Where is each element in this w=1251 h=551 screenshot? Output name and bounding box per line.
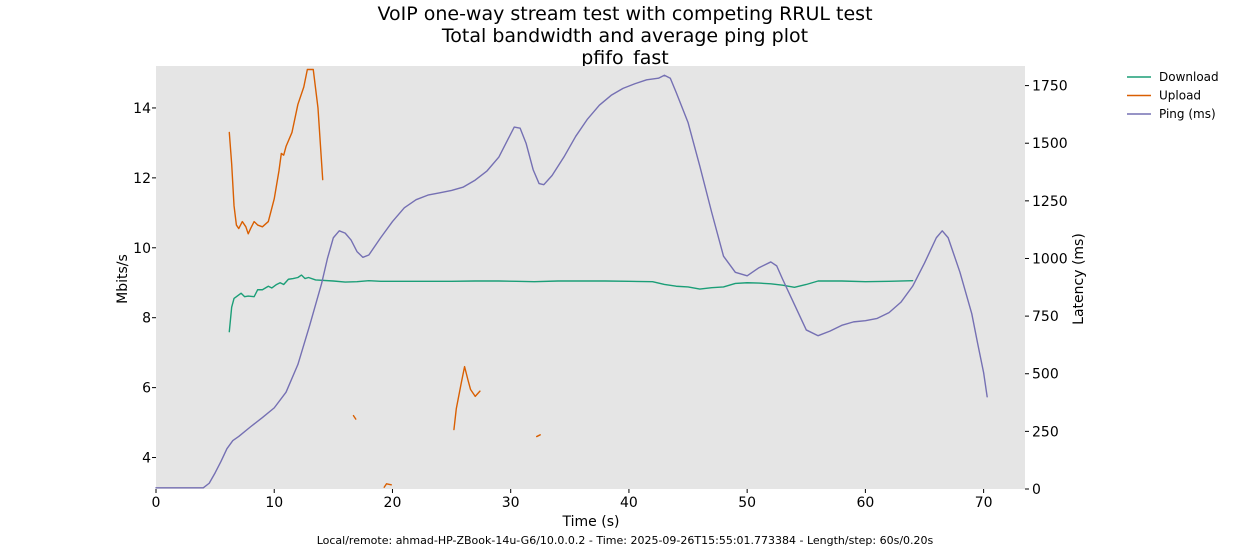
x-tick-label: 40 [620,495,638,511]
chart-title-line-2: Total bandwidth and average ping plot [441,25,808,47]
x-axis-label: Time (s) [562,514,620,530]
y-left-tick-label: 6 [142,381,151,397]
x-tick-label: 20 [384,495,402,511]
y-right-axis-ticks: 0 250 500 750 1000 1250 1500 1750 [1025,79,1068,498]
x-tick-label: 0 [152,495,161,511]
y-right-tick-label: 1750 [1032,79,1068,95]
x-tick-label: 30 [502,495,520,511]
y-right-tick-label: 1500 [1032,136,1068,152]
y-right-tick-label: 250 [1032,424,1059,440]
y-left-axis-ticks: 4 6 8 10 12 14 [133,101,156,467]
y-left-tick-label: 4 [142,451,151,467]
y-left-axis-label: Mbits/s [115,254,131,304]
x-tick-label: 60 [856,495,874,511]
y-right-tick-label: 1250 [1032,194,1068,210]
y-left-tick-label: 12 [133,171,151,187]
legend-label-upload: Upload [1159,89,1201,103]
legend-label-ping-ms: Ping (ms) [1159,107,1216,121]
y-left-tick-label: 8 [142,311,151,327]
y-left-tick-label: 14 [133,101,151,117]
upload-series-line [228,68,324,235]
y-right-axis-label: Latency (ms) [1071,233,1087,325]
upload-series-line [536,434,541,438]
y-right-tick-label: 0 [1032,482,1041,498]
legend: Download Upload Ping (ms) [1127,70,1219,121]
y-left-tick-label: 10 [133,241,151,257]
x-tick-label: 10 [265,495,283,511]
upload-series-line [383,483,392,488]
footer-info: Local/remote: ahmad-HP-ZBook-14u-G6/10.0… [317,534,934,547]
y-right-tick-label: 1000 [1032,251,1068,267]
chart-title-line-1: VoIP one-way stream test with competing … [377,3,872,25]
y-right-tick-label: 500 [1032,367,1059,383]
plot-area [156,66,1025,489]
download-series-line [228,274,914,333]
upload-series-line [453,365,481,431]
y-right-tick-label: 750 [1032,309,1059,325]
x-tick-label: 70 [975,495,993,511]
legend-label-download: Download [1159,70,1219,84]
x-tick-label: 50 [738,495,756,511]
series-layer [155,68,988,489]
x-axis-ticks: 0 10 20 30 40 50 60 70 [152,489,993,511]
chart-title-line-3: pfifo_fast [581,47,669,69]
ping-ms-series-line [155,74,988,489]
upload-series-line [352,414,357,420]
